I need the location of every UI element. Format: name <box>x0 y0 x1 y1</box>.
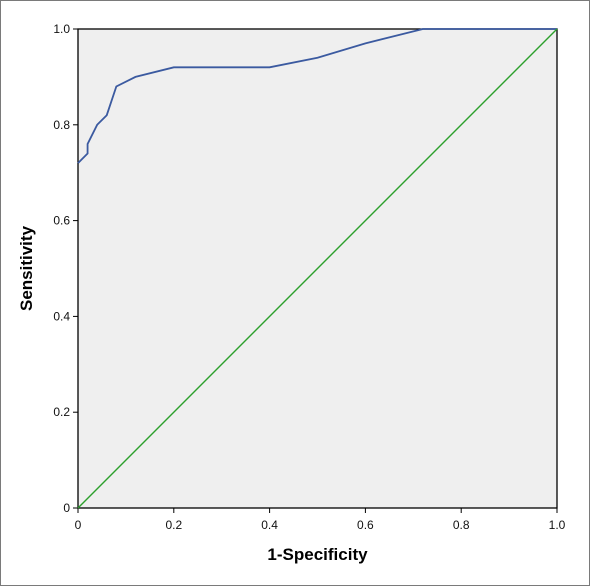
x-tick-label: 0.8 <box>453 518 470 532</box>
y-tick-label: 0.8 <box>53 118 70 132</box>
y-tick-label: 0.2 <box>53 405 70 419</box>
x-tick-label: 1.0 <box>549 518 566 532</box>
y-tick-label: 0 <box>63 501 70 515</box>
roc-curve-line <box>77 28 557 164</box>
axis-ticks <box>73 28 558 513</box>
y-tick-labels: 0 0.2 0.4 0.6 0.8 1.0 <box>53 22 70 515</box>
x-tick-label: 0.6 <box>357 518 374 532</box>
y-tick-label: 1.0 <box>53 22 70 36</box>
series-layer <box>77 28 558 509</box>
x-axis-title: 1-Specificity <box>267 545 368 564</box>
y-tick-label: 0.6 <box>53 214 70 228</box>
y-tick-label: 0.4 <box>53 309 70 323</box>
x-tick-labels: 0 0.2 0.4 0.6 0.8 1.0 <box>75 518 566 532</box>
x-tick-label: 0 <box>75 518 82 532</box>
y-axis-title: Sensitivity <box>17 225 36 311</box>
x-tick-label: 0.2 <box>165 518 182 532</box>
x-tick-label: 0.4 <box>261 518 278 532</box>
reference-diagonal-line <box>77 28 558 509</box>
